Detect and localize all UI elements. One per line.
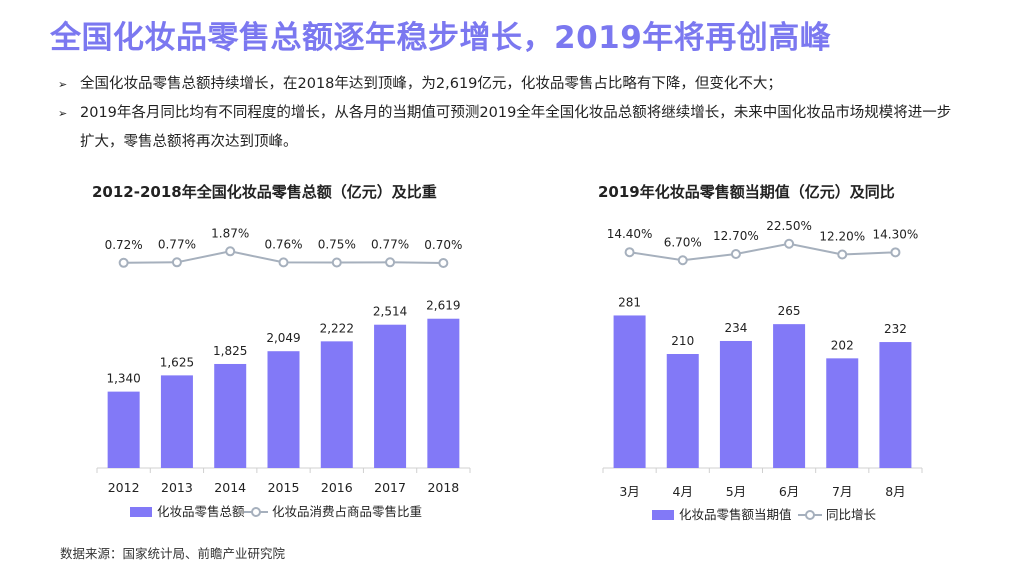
chart-1-line-point <box>118 257 129 268</box>
chart-2-bar <box>773 324 806 468</box>
chart-1-line-label: 1.87% <box>211 226 249 240</box>
chart-1-line-point <box>225 246 236 257</box>
chart-1-line-label: 0.77% <box>371 237 409 251</box>
chart-1-bar <box>320 341 353 468</box>
chart-2-bar <box>879 342 912 468</box>
chart-2-category-label: 4月 <box>673 484 693 499</box>
chart-2-bar-label: 265 <box>778 304 801 318</box>
chart-1-bar-label: 2,619 <box>426 299 460 313</box>
chart-1-category-label: 2015 <box>268 480 300 495</box>
chart-2-line-label: 12.20% <box>819 230 865 244</box>
chart-1-line-label: 0.70% <box>424 238 462 252</box>
chart-1-bar-label: 2,514 <box>373 305 407 319</box>
chart-1-line-point <box>385 257 396 268</box>
bullet-item: ➢ 全国化妆品零售总额持续增长，在2018年达到顶峰，为2,619亿元，化妆品零… <box>58 70 958 99</box>
chart-2-line-label: 12.70% <box>713 229 759 243</box>
chart-2-legend-line-label: 同比增长 <box>826 507 877 522</box>
chart-1-line-point <box>171 257 182 268</box>
chart-2-bar <box>666 354 699 468</box>
chart-2-line-point <box>890 247 901 258</box>
chart-2-legend-line-marker <box>805 510 815 520</box>
chart-1-title: 2012-2018年全国化妆品零售总额（亿元）及比重 <box>92 183 437 201</box>
chart-1-bar <box>374 324 407 468</box>
chart-1-line-label: 0.76% <box>264 237 302 251</box>
chart-1-bar <box>427 318 460 468</box>
chart-1-bar-label: 2,222 <box>320 321 354 335</box>
page-title: 全国化妆品零售总额逐年稳步增长，2019年将再创高峰 <box>50 20 832 56</box>
chart-1-category-label: 2016 <box>321 480 353 495</box>
chart-2-category-label: 3月 <box>619 484 639 499</box>
bullet-text: 2019年各月同比均有不同程度的增长，从各月的当期值可预测2019全年全国化妆品… <box>80 105 952 150</box>
chart-2-line-point <box>624 247 635 258</box>
chart-2-line-series <box>629 242 896 262</box>
chart-1-bar <box>267 351 300 468</box>
chart-1-bar-label: 2,049 <box>266 331 300 345</box>
chart-1-category-label: 2018 <box>427 480 459 495</box>
chart-1-bar-label: 1,340 <box>106 372 140 386</box>
chart-2-bar-label: 232 <box>884 322 907 336</box>
bullet-list: ➢ 全国化妆品零售总额持续增长，在2018年达到顶峰，为2,619亿元，化妆品零… <box>58 70 958 157</box>
chart-1-legend-bar-swatch <box>130 507 152 517</box>
chart-1-category-label: 2012 <box>108 480 140 495</box>
chart-2-category-label: 7月 <box>832 484 852 499</box>
chart-1-category-label: 2017 <box>374 480 406 495</box>
chart-1-legend-bar-label: 化妆品零售总额 <box>157 504 245 519</box>
arrow-bullet-icon: ➢ <box>58 78 68 91</box>
chart-2-line-point <box>677 255 688 266</box>
chart-1-legend-line-marker <box>251 507 261 517</box>
chart-2-line-label: 14.40% <box>607 227 653 241</box>
chart-2-title: 2019年化妆品零售额当期值（亿元）及同比 <box>598 183 895 201</box>
chart-2-bar <box>826 358 859 468</box>
chart-2-line-label: 22.50% <box>766 219 812 233</box>
chart-2-line-point <box>784 238 795 249</box>
chart-1-category-label: 2013 <box>161 480 193 495</box>
chart-2-line-point <box>837 249 848 260</box>
chart-1-category-label: 2014 <box>214 480 246 495</box>
chart-2-bar-label: 202 <box>831 338 854 352</box>
chart-1-line-label: 0.75% <box>318 238 356 252</box>
chart-2-legend-bar-swatch <box>652 510 674 520</box>
chart-1-line-point <box>278 257 289 268</box>
chart-2-bar-label: 234 <box>724 321 747 335</box>
chart-2-line-label: 14.30% <box>873 227 919 241</box>
chart-2-bar <box>613 315 646 468</box>
chart-2-bar <box>719 340 752 468</box>
chart-1-line-label: 0.72% <box>105 238 143 252</box>
chart-1-bar <box>160 375 193 468</box>
chart-2-legend-bar-label: 化妆品零售额当期值 <box>679 507 792 522</box>
chart-1-line-point <box>331 257 342 268</box>
chart-1-bar <box>214 363 247 468</box>
chart-1-bar-label: 1,825 <box>213 344 247 358</box>
chart-1-legend-line-label: 化妆品消费占商品零售比重 <box>272 504 422 519</box>
arrow-bullet-icon: ➢ <box>58 107 68 120</box>
bullet-text: 全国化妆品零售总额持续增长，在2018年达到顶峰，为2,619亿元，化妆品零售占… <box>80 76 782 92</box>
chart-2-category-label: 8月 <box>885 484 905 499</box>
chart-2-bar-label: 281 <box>618 295 641 309</box>
chart-1-line-point <box>438 258 449 268</box>
chart-1-line-label: 0.77% <box>158 237 196 251</box>
chart-2-line-point <box>730 248 741 259</box>
chart-2-category-label: 6月 <box>779 484 799 499</box>
chart-2-bar-label: 210 <box>671 334 694 348</box>
chart-2-category-label: 5月 <box>726 484 746 499</box>
chart-1-bar <box>107 391 140 468</box>
data-source-note: 数据来源：国家统计局、前瞻产业研究院 <box>60 546 286 561</box>
chart-1-bar-label: 1,625 <box>160 355 194 369</box>
chart-2-line-label: 6.70% <box>664 235 702 249</box>
bullet-item: ➢ 2019年各月同比均有不同程度的增长，从各月的当期值可预测2019全年全国化… <box>58 99 958 157</box>
